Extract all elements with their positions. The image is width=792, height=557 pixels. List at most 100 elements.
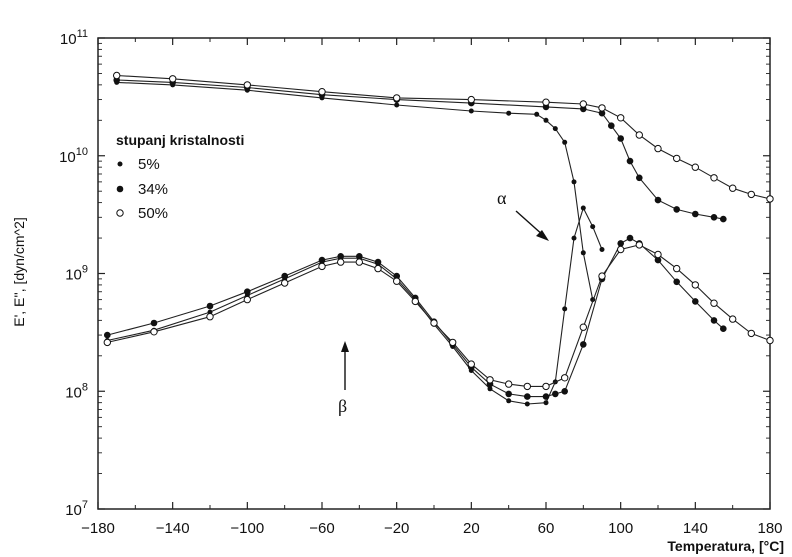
data-point	[691, 281, 699, 289]
series-line	[107, 237, 724, 398]
data-point	[411, 297, 419, 306]
data-point	[543, 400, 549, 406]
data-point	[393, 277, 401, 285]
data-point	[103, 338, 112, 347]
data-point	[747, 329, 755, 338]
x-axis-label: Temperatura, [°C]	[667, 538, 784, 554]
data-point	[542, 393, 550, 400]
data-point	[281, 279, 289, 287]
data-point	[430, 319, 438, 327]
data-point	[635, 131, 643, 139]
data-point	[523, 382, 531, 391]
data-point	[710, 174, 718, 182]
legend-marker-5	[117, 161, 123, 167]
y-tick-label: 108	[65, 381, 88, 401]
data-point	[318, 256, 326, 264]
data-point	[467, 360, 475, 368]
data-point	[598, 109, 606, 117]
series-5pct-storage	[114, 79, 596, 303]
data-point	[766, 336, 774, 345]
alpha-arrow	[515, 210, 545, 237]
data-point	[542, 382, 550, 391]
x-tick-label: −140	[156, 520, 190, 537]
data-point	[337, 258, 345, 266]
x-tick-label: −180	[81, 520, 115, 537]
alpha-arrowhead	[536, 230, 549, 241]
data-point	[766, 195, 774, 203]
data-point	[617, 135, 624, 142]
data-point	[580, 205, 586, 211]
data-point	[506, 110, 512, 116]
x-tick-label: −100	[230, 520, 264, 537]
data-point	[543, 117, 549, 123]
alpha-label: α	[497, 188, 507, 208]
data-point	[729, 184, 737, 192]
data-point	[673, 264, 681, 273]
y-axis-label: E', E'', [dyn/cm^2]	[11, 217, 27, 327]
y-tick-label: 107	[65, 499, 88, 519]
data-point	[617, 240, 624, 247]
data-point	[487, 386, 493, 392]
data-point	[608, 122, 615, 129]
data-point	[710, 214, 718, 221]
legend-label-5: 5%	[138, 156, 160, 173]
data-point	[356, 252, 363, 260]
data-point	[206, 313, 214, 321]
data-point	[505, 390, 512, 398]
legend-marker-34	[116, 185, 124, 193]
y-tick-label: 1010	[59, 146, 88, 166]
data-point	[318, 88, 326, 96]
data-point	[505, 380, 513, 388]
data-point	[673, 206, 680, 213]
legend-label-50: 50%	[138, 205, 168, 222]
data-point	[599, 247, 605, 252]
data-point	[206, 302, 214, 310]
data-point	[150, 328, 158, 336]
data-point	[710, 299, 718, 307]
data-point	[654, 196, 662, 204]
x-tick-label: 60	[538, 520, 555, 537]
data-point	[710, 317, 718, 324]
series-50pct-storage	[113, 71, 774, 203]
data-point	[626, 157, 634, 165]
data-point	[562, 139, 568, 145]
series-5pct-loss	[104, 205, 605, 407]
data-point	[486, 376, 494, 384]
data-point	[654, 144, 662, 153]
x-tick-label: 180	[757, 520, 782, 537]
data-point	[552, 390, 559, 398]
data-point	[169, 75, 177, 83]
axis-ticks	[97, 37, 771, 510]
data-point	[506, 398, 512, 404]
data-point	[579, 323, 587, 331]
data-point	[243, 81, 252, 89]
data-point	[104, 331, 111, 339]
data-point	[524, 401, 530, 407]
beta-label: β	[338, 396, 347, 416]
x-tick-label: −60	[309, 520, 334, 537]
beta-arrowhead	[341, 341, 349, 352]
data-point	[598, 104, 606, 112]
data-point	[636, 174, 643, 182]
series-layer	[103, 71, 774, 407]
data-point	[244, 288, 251, 296]
x-tick-label: −20	[384, 520, 409, 537]
series-line	[107, 206, 603, 405]
data-point	[598, 272, 606, 280]
data-point	[467, 95, 475, 104]
y-tick-label: 109	[65, 264, 88, 284]
data-point	[394, 102, 400, 108]
data-point	[542, 98, 550, 106]
data-point	[590, 224, 596, 230]
data-point	[318, 262, 326, 271]
series-50pct-loss	[103, 241, 774, 391]
data-point	[150, 319, 158, 327]
data-point	[561, 388, 568, 395]
series-line	[107, 244, 771, 387]
data-point	[355, 258, 363, 266]
annotation-beta: β	[338, 341, 349, 416]
annotation-alpha: α	[497, 188, 549, 241]
data-point	[626, 234, 634, 242]
data-point	[580, 250, 586, 256]
